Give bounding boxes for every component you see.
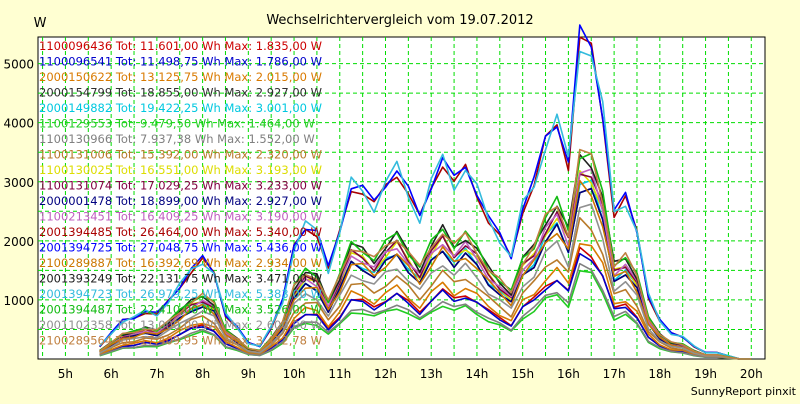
series-line <box>99 168 752 360</box>
y-tick-label: 4000 <box>3 117 34 131</box>
series-line <box>99 252 752 360</box>
y-tick-label: 5000 <box>3 58 34 72</box>
y-tick-label: 3000 <box>3 176 34 190</box>
x-tick-label: 14h <box>466 367 489 381</box>
x-tick-label: 12h <box>374 367 397 381</box>
x-tick-label: 15h <box>511 367 534 381</box>
legend-entry: 2001102358 Tot: 13.000,00 Wh Max: 2.600,… <box>39 318 322 332</box>
legend-entry: 2001394725 Tot: 27.048,75 Wh Max: 5.436,… <box>39 241 322 255</box>
legend-entry: 1100130966 Tot: 7.937,38 Wh Max: 1.552,0… <box>39 132 315 146</box>
legend-entry: 2100289564 Tot: 17.409,95 Wh Max: 3.472,… <box>39 334 322 348</box>
x-tick-label: 6h <box>104 367 119 381</box>
series-line <box>99 262 752 360</box>
legend-entry: 2000154799 Tot: 18.855,00 Wh Max: 2.927,… <box>39 86 322 100</box>
x-tick-label: 18h <box>648 367 671 381</box>
legend-entry: 1100213451 Tot: 16.409,25 Wh Max: 3.190,… <box>39 210 322 224</box>
legend-entry: 2001394485 Tot: 26.464,00 Wh Max: 5.340,… <box>39 225 322 239</box>
series-line <box>99 217 752 360</box>
series-line <box>99 203 752 360</box>
y-axis-unit-label: W <box>34 16 47 31</box>
footer-credit: SunnyReport pinxit <box>691 385 797 398</box>
legend-entry: 2001394723 Tot: 26.979,25 Wh Max: 5.383,… <box>39 287 322 301</box>
legend-entry: 1100130025 Tot: 16.551,00 Wh Max: 3.193,… <box>39 163 322 177</box>
x-tick-label: 16h <box>557 367 580 381</box>
x-tick-label: 9h <box>241 367 256 381</box>
x-tick-label: 7h <box>149 367 164 381</box>
series-line <box>99 148 752 360</box>
x-tick-label: 17h <box>603 367 626 381</box>
series-line <box>99 243 752 360</box>
x-tick-label: 20h <box>740 367 763 381</box>
legend-entry: 2001393249 Tot: 22.131,75 Wh Max: 3.471,… <box>39 272 322 286</box>
chart-title: Wechselrichtervergleich vom 19.07.2012 <box>266 13 533 28</box>
legend-entry: 1100129553 Tot: 9.479,50 Wh Max: 1.464,0… <box>39 117 315 131</box>
series-line <box>99 179 752 360</box>
legend-entry: 2000149882 Tot: 19.422,25 Wh Max: 3.001,… <box>39 101 322 115</box>
series-line <box>99 50 752 360</box>
x-tick-label: 19h <box>694 367 717 381</box>
x-tick-label: 10h <box>283 367 306 381</box>
legend-entry: 1100131074 Tot: 17.029,25 Wh Max: 3.233,… <box>39 179 322 193</box>
y-tick-label: 2000 <box>3 235 34 249</box>
x-tick-label: 5h <box>58 367 73 381</box>
legend-entry: 2100289887 Tot: 16.392,69 Wh Max: 2.934,… <box>39 256 322 270</box>
y-tick-label: 1000 <box>3 294 34 308</box>
x-tick-label: 8h <box>195 367 210 381</box>
legend-entry: 2000001478 Tot: 18.899,00 Wh Max: 2.927,… <box>39 194 322 208</box>
legend-entry: 1100096541 Tot: 11.498,75 Wh Max: 1.786,… <box>39 55 322 69</box>
legend-entry: 2000150622 Tot: 13.125,75 Wh Max: 2.015,… <box>39 70 322 84</box>
x-tick-label: 13h <box>420 367 443 381</box>
x-tick-label: 11h <box>328 367 351 381</box>
legend-entry: 1100096436 Tot: 11.601,00 Wh Max: 1.835,… <box>39 39 322 53</box>
legend-entry: 1100131006 Tot: 15.392,00 Wh Max: 2.320,… <box>39 148 322 162</box>
legend-entry: 2001394487 Tot: 22.410,00 Wh Max: 3.526,… <box>39 303 322 317</box>
